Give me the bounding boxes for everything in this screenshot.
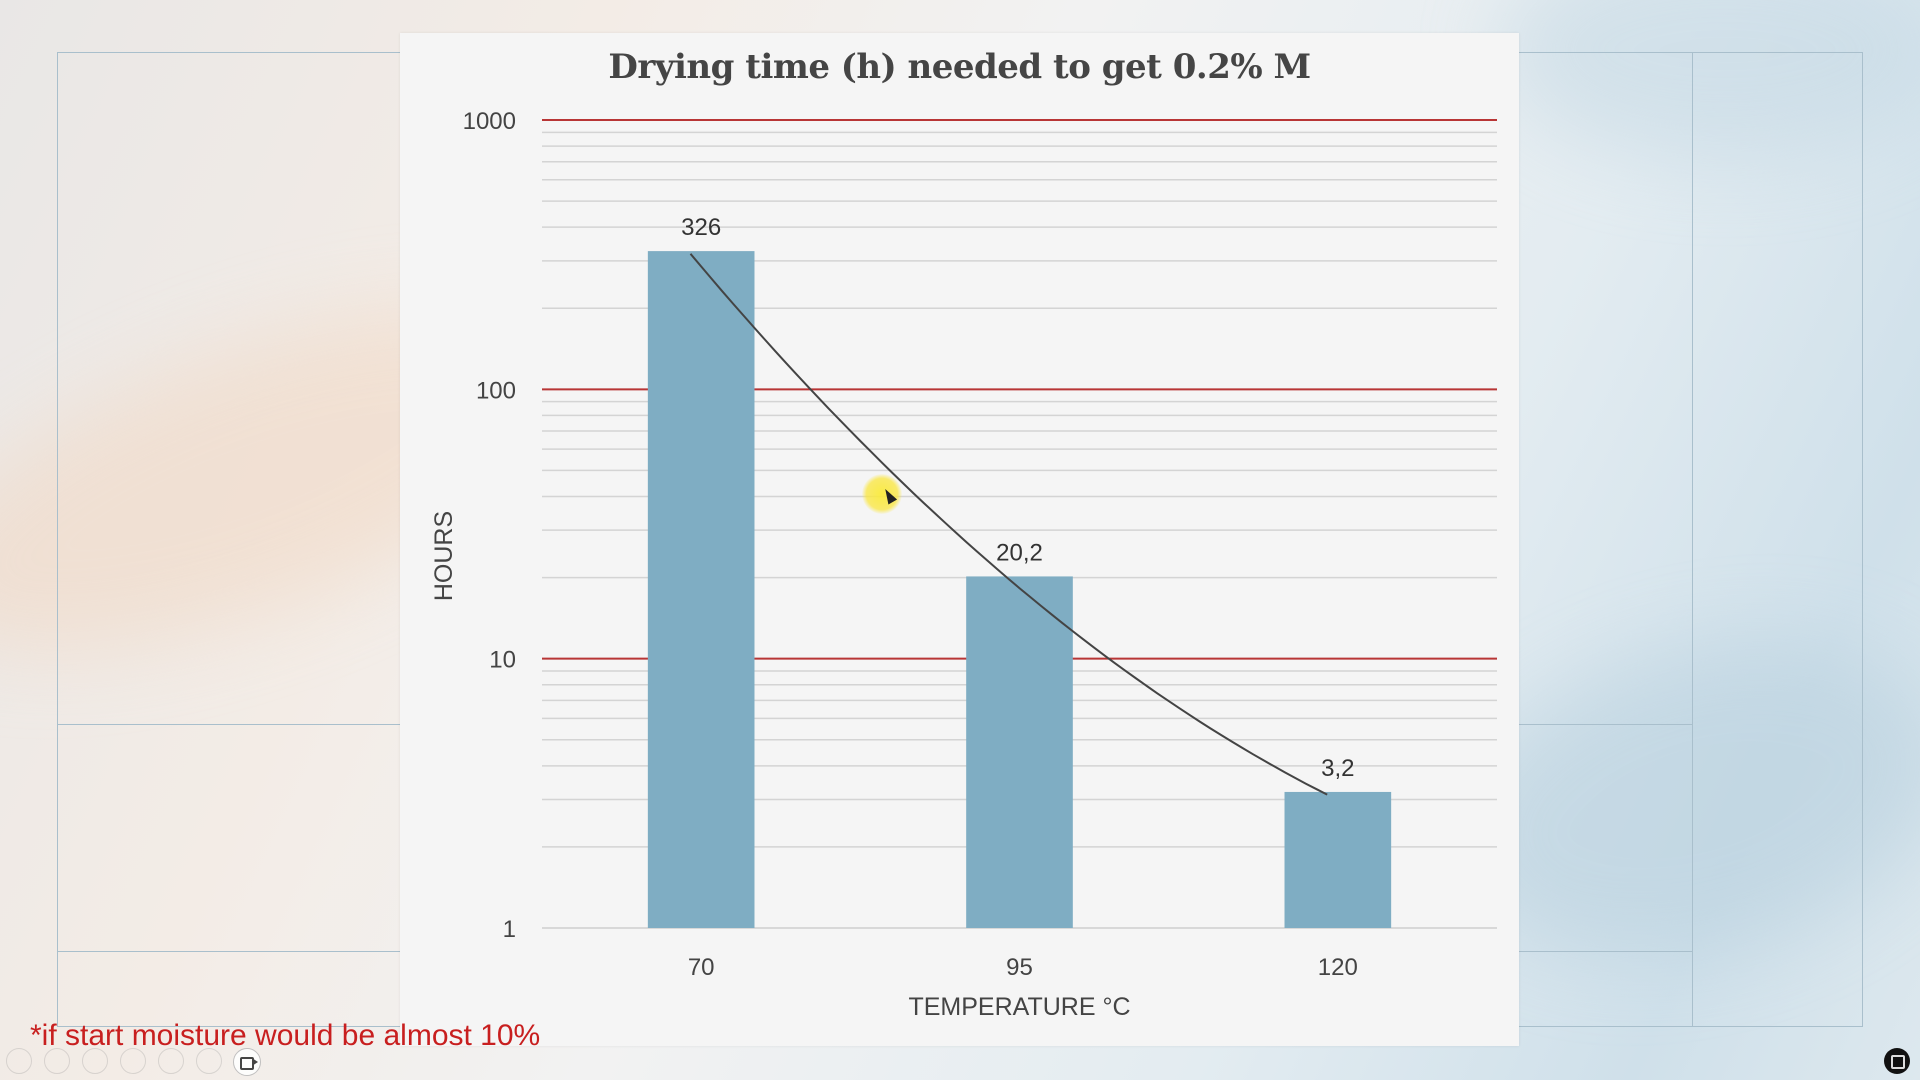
x-axis-title: TEMPERATURE °C <box>908 993 1130 1021</box>
next-icon[interactable] <box>44 1048 70 1074</box>
laser-pointer-highlight <box>862 474 902 514</box>
y-tick-label: 1 <box>503 916 516 943</box>
bar <box>1284 791 1392 928</box>
y-tick-label: 10 <box>489 647 516 674</box>
y-tick-label: 1000 <box>463 108 516 135</box>
data-label: 20,2 <box>996 539 1043 566</box>
x-tick-label: 70 <box>688 954 715 981</box>
y-axis-title: HOURS <box>430 511 458 601</box>
slides-icon[interactable] <box>120 1048 146 1074</box>
subtitles-icon[interactable] <box>196 1048 222 1074</box>
data-label: 326 <box>681 214 721 241</box>
screen-share-icon[interactable] <box>1884 1048 1910 1074</box>
bar <box>647 251 755 929</box>
slide-toolbar <box>6 1048 222 1074</box>
prev-icon[interactable] <box>6 1048 32 1074</box>
frame-line <box>1692 52 1693 1027</box>
video-camera-icon[interactable] <box>233 1048 261 1076</box>
footnote: *if start moisture would be almost 10% <box>30 1019 541 1052</box>
bar <box>966 576 1073 928</box>
chart-title: Drying time (h) needed to get 0.2% M <box>608 47 1311 87</box>
x-tick-label: 120 <box>1318 954 1358 981</box>
frame-line <box>1862 52 1863 1027</box>
pen-icon[interactable] <box>82 1048 108 1074</box>
zoom-icon[interactable] <box>158 1048 184 1074</box>
chart-slide: Drying time (h) needed to get 0.2% M 1 10… <box>400 33 1519 1046</box>
bar-chart: 1 10 100 1000 326 70 20,2 95 3,2 120 TEMPERATURE °… <box>430 108 1497 1021</box>
frame-line <box>57 52 58 1027</box>
data-label: 3,2 <box>1321 755 1354 782</box>
trendline <box>689 253 1328 796</box>
x-tick-label: 95 <box>1006 954 1033 981</box>
y-tick-label: 100 <box>476 377 516 404</box>
bg-streak-cool-top <box>1500 0 1920 160</box>
